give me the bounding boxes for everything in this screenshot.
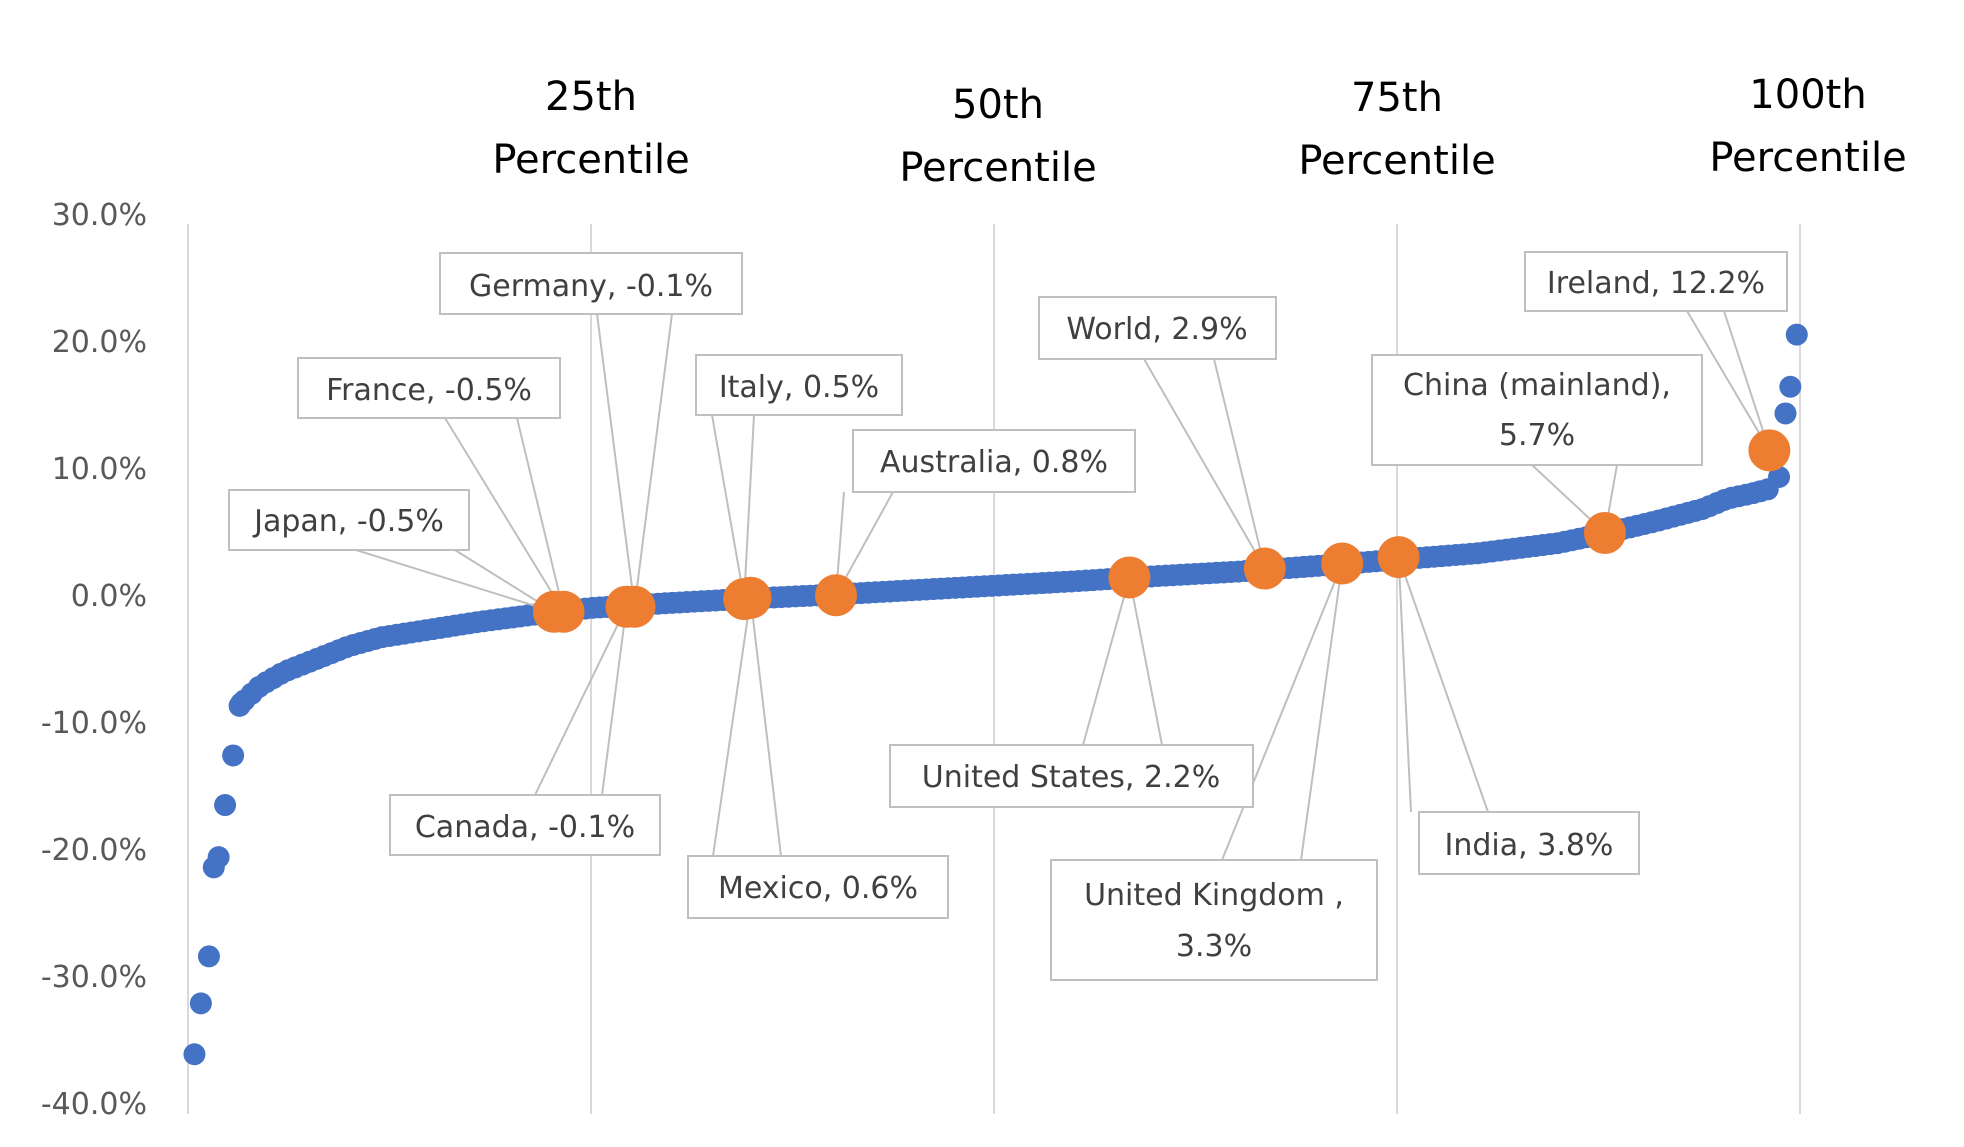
country-point (1756, 478, 1779, 501)
annotation-label: United States, 2.2% (922, 760, 1220, 795)
annotation-label-line1: United Kingdom , (1084, 878, 1344, 913)
highlighted-points (532, 429, 1791, 633)
annotation-label: Japan, -0.5% (252, 504, 444, 539)
annotation-box (297, 357, 561, 419)
annotation-box (852, 429, 1136, 493)
annotation-germany: Germany, -0.1% (439, 252, 743, 315)
annotation-box (1418, 811, 1640, 875)
annotation-leader (1397, 556, 1489, 813)
annotation-united-kingdom: United Kingdom , 3.3% (1050, 859, 1378, 981)
annotation-box (228, 489, 470, 551)
annotation-label: Ireland, 12.2% (1547, 266, 1765, 301)
annotation-leader (534, 606, 628, 796)
percentile-label-50-line2: Percentile (899, 145, 1096, 191)
country-point (1774, 402, 1797, 425)
y-tick-label: 0.0% (71, 579, 147, 614)
annotation-leader (712, 597, 782, 857)
highlighted-point (1321, 542, 1364, 585)
country-point (214, 794, 237, 817)
annotation-box (687, 855, 949, 919)
annotation-box (1050, 859, 1378, 981)
percentile-label-50-line1: 50th (952, 82, 1044, 128)
annotation-india: India, 3.8% (1418, 811, 1640, 875)
country-point (222, 744, 245, 767)
annotation-label-line1: China (mainland), (1403, 368, 1671, 403)
annotation-label: Canada, -0.1% (415, 810, 635, 845)
country-point (1779, 375, 1802, 398)
annotation-canada: Canada, -0.1% (389, 794, 661, 856)
annotation-label: Germany, -0.1% (469, 269, 713, 304)
annotation-leader (711, 414, 755, 600)
highlighted-point (542, 590, 585, 633)
percentile-label-75-line2: Percentile (1298, 138, 1495, 184)
y-tick-label: -30.0% (41, 960, 147, 995)
annotation-leader (1143, 358, 1266, 570)
annotation-box (695, 354, 903, 416)
highlighted-point (1243, 547, 1286, 590)
percentile-label-100-line2: Percentile (1709, 135, 1906, 181)
country-point (197, 945, 220, 968)
highlighted-point (1583, 511, 1626, 554)
annotation-box (1524, 251, 1788, 312)
annotation-france: France, -0.5% (297, 357, 561, 419)
highlighted-point (1108, 556, 1151, 599)
annotation-mexico: Mexico, 0.6% (687, 855, 949, 919)
annotation-china: China (mainland), 5.7% (1371, 354, 1703, 466)
annotation-label: France, -0.5% (326, 373, 532, 408)
annotation-label: India, 3.8% (1445, 828, 1614, 863)
annotation-label-line2: 3.3% (1176, 929, 1252, 964)
annotation-australia: Australia, 0.8% (852, 429, 1136, 493)
percentile-label-75-line1: 75th (1351, 75, 1443, 121)
y-axis-tick-labels: 30.0% 20.0% 10.0% 0.0% -10.0% -20.0% -30… (41, 198, 147, 1122)
percentile-label-25-line2: Percentile (492, 137, 689, 183)
highlighted-point (1377, 536, 1420, 579)
y-tick-label: 10.0% (52, 452, 147, 487)
y-tick-label: -40.0% (41, 1087, 147, 1122)
percentile-label-100-line1: 100th (1749, 72, 1866, 118)
annotation-label-line2: 5.7% (1499, 418, 1575, 453)
annotation-leader (1082, 577, 1163, 746)
annotations: Japan, -0.5% France, -0.5% Canada, -0.1%… (228, 251, 1788, 981)
country-point (1785, 323, 1808, 346)
country-point (207, 846, 230, 869)
annotation-box (389, 794, 661, 856)
annotation-label: Australia, 0.8% (880, 445, 1108, 480)
annotation-box (439, 252, 743, 315)
percentile-headers: 25th Percentile 50th Percentile 75th Per… (492, 72, 1906, 191)
annotation-label: Italy, 0.5% (719, 370, 879, 405)
annotation-label: Mexico, 0.6% (718, 871, 918, 906)
annotation-italy: Italy, 0.5% (695, 354, 903, 416)
y-tick-label: -10.0% (41, 706, 147, 741)
y-tick-label: -20.0% (41, 833, 147, 868)
country-point (189, 992, 212, 1015)
annotation-box (1371, 354, 1703, 466)
y-tick-label: 30.0% (52, 198, 147, 233)
highlighted-point (729, 576, 772, 619)
y-tick-label: 20.0% (52, 325, 147, 360)
annotation-leader (355, 549, 555, 613)
annotation-box (889, 744, 1254, 808)
highlighted-point (1748, 429, 1791, 472)
annotation-leader (1221, 563, 1344, 861)
annotation-ireland: Ireland, 12.2% (1524, 251, 1788, 312)
country-point (183, 1043, 206, 1066)
annotation-world: World, 2.9% (1038, 296, 1277, 360)
annotation-box (1038, 296, 1277, 360)
annotation-united-states: United States, 2.2% (889, 744, 1254, 808)
annotation-japan: Japan, -0.5% (228, 489, 470, 551)
percentile-label-25-line1: 25th (545, 74, 637, 120)
annotation-label: World, 2.9% (1066, 312, 1247, 347)
highlighted-point (613, 585, 656, 628)
annotation-leader (596, 313, 673, 607)
highlighted-point (815, 574, 858, 617)
